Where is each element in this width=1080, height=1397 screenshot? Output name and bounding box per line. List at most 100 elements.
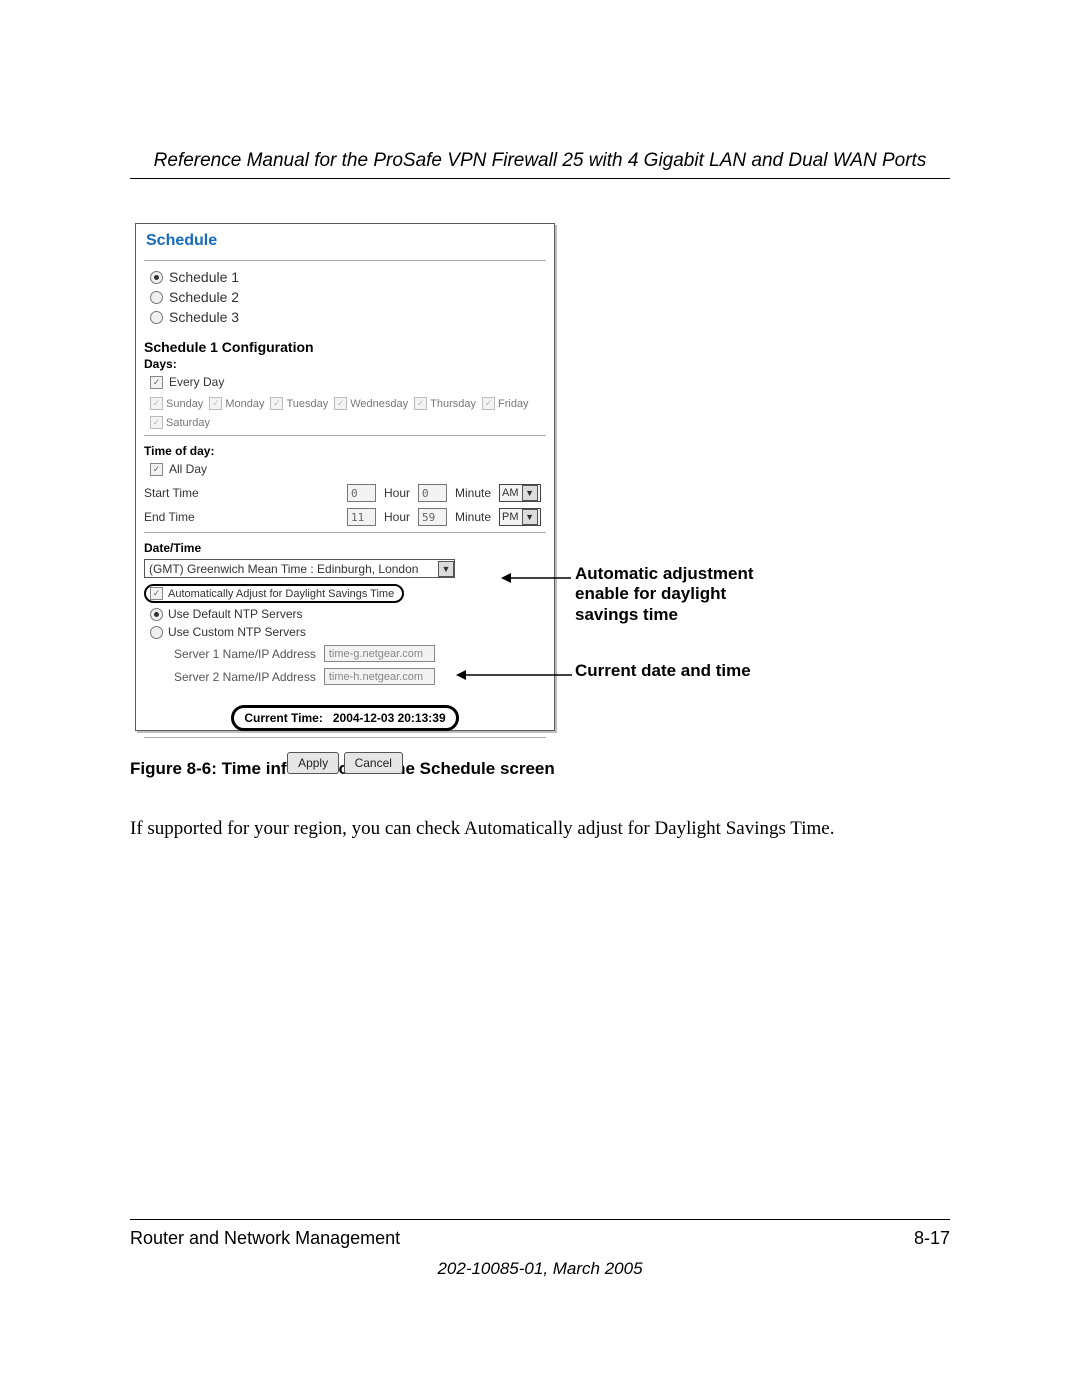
radio-schedule-1[interactable]: Schedule 1 xyxy=(144,269,546,285)
panel-divider xyxy=(144,435,546,436)
checkbox-all-day[interactable]: ✓ All Day xyxy=(144,462,546,476)
checkbox-icon: ✓ xyxy=(150,376,163,389)
radio-custom-ntp[interactable]: Use Custom NTP Servers xyxy=(144,625,546,639)
header-rule xyxy=(130,178,950,179)
footer-rule xyxy=(130,1219,950,1220)
checkbox-label: All Day xyxy=(169,462,207,476)
start-minute-input[interactable]: 0 xyxy=(418,484,447,502)
checkbox-icon: ✓ xyxy=(334,397,347,410)
server2-label: Server 2 Name/IP Address xyxy=(174,670,316,684)
panel-divider xyxy=(144,737,546,738)
chevron-down-icon: ▼ xyxy=(522,485,538,501)
radio-schedule-3[interactable]: Schedule 3 xyxy=(144,309,546,325)
panel-divider xyxy=(144,260,546,261)
checkbox-icon: ✓ xyxy=(270,397,283,410)
chevron-down-icon: ▼ xyxy=(438,561,454,577)
radio-label: Schedule 2 xyxy=(169,289,239,305)
select-value: (GMT) Greenwich Mean Time : Edinburgh, L… xyxy=(149,562,418,576)
radio-icon xyxy=(150,311,163,324)
checkbox-sunday[interactable]: ✓Sunday xyxy=(150,397,203,410)
footer-section-title: Router and Network Management xyxy=(130,1228,400,1249)
start-time-label: Start Time xyxy=(144,486,339,500)
radio-default-ntp[interactable]: Use Default NTP Servers xyxy=(144,607,546,621)
radio-label: Use Custom NTP Servers xyxy=(168,625,306,639)
radio-label: Use Default NTP Servers xyxy=(168,607,303,621)
day-label: Saturday xyxy=(166,417,210,429)
cancel-button[interactable]: Cancel xyxy=(344,752,403,774)
chevron-down-icon: ▼ xyxy=(522,509,538,525)
start-hour-input[interactable]: 0 xyxy=(347,484,376,502)
end-minute-input[interactable]: 59 xyxy=(418,508,447,526)
checkbox-wednesday[interactable]: ✓Wednesday xyxy=(334,397,408,410)
date-time-header: Date/Time xyxy=(144,541,546,555)
apply-button[interactable]: Apply xyxy=(287,752,339,774)
time-of-day-header: Time of day: xyxy=(144,444,546,458)
checkbox-thursday[interactable]: ✓Thursday xyxy=(414,397,476,410)
radio-label: Schedule 3 xyxy=(169,309,239,325)
end-ampm-select[interactable]: PM ▼ xyxy=(499,508,541,526)
config-header: Schedule 1 Configuration xyxy=(144,339,546,355)
radio-icon xyxy=(150,291,163,304)
day-label: Monday xyxy=(225,398,264,410)
page-header-title: Reference Manual for the ProSafe VPN Fir… xyxy=(130,150,950,172)
checkbox-icon: ✓ xyxy=(150,416,163,429)
days-of-week-row: ✓Sunday ✓Monday ✓Tuesday ✓Wednesday ✓Thu… xyxy=(144,397,546,429)
page-footer: Router and Network Management 8-17 202-1… xyxy=(130,1219,950,1279)
server1-row: Server 1 Name/IP Address time-g.netgear.… xyxy=(144,645,546,662)
end-hour-input[interactable]: 11 xyxy=(347,508,376,526)
dst-highlight-oval: ✓ Automatically Adjust for Daylight Savi… xyxy=(144,584,404,603)
start-time-row: Start Time 0 Hour 0 Minute AM ▼ xyxy=(144,484,546,502)
footer-page-number: 8-17 xyxy=(914,1228,950,1249)
callout-text: Automatic adjustmentenable for daylights… xyxy=(575,564,754,624)
server1-input[interactable]: time-g.netgear.com xyxy=(324,645,435,662)
end-time-label: End Time xyxy=(144,510,339,524)
day-label: Wednesday xyxy=(350,398,408,410)
radio-icon xyxy=(150,271,163,284)
current-time-value: 2004-12-03 20:13:39 xyxy=(333,711,446,725)
checkbox-icon[interactable]: ✓ xyxy=(150,587,163,600)
footer-docinfo: 202-10085-01, March 2005 xyxy=(130,1259,950,1279)
radio-icon xyxy=(150,626,163,639)
start-ampm-select[interactable]: AM ▼ xyxy=(499,484,541,502)
callout-arrow-icon xyxy=(456,668,574,682)
checkbox-icon: ✓ xyxy=(414,397,427,410)
day-label: Thursday xyxy=(430,398,476,410)
select-value: AM xyxy=(502,487,519,499)
panel-title: Schedule xyxy=(144,228,546,254)
callout-arrow-icon xyxy=(501,571,573,585)
current-time-wrap: Current Time: 2004-12-03 20:13:39 xyxy=(144,705,546,731)
hour-label: Hour xyxy=(384,510,410,524)
callout-current-time: Current date and time xyxy=(575,661,751,681)
button-row: Apply Cancel xyxy=(144,752,546,774)
checkbox-icon: ✓ xyxy=(150,397,163,410)
dst-label: Automatically Adjust for Daylight Saving… xyxy=(168,588,394,600)
checkbox-icon: ✓ xyxy=(209,397,222,410)
server2-input[interactable]: time-h.netgear.com xyxy=(324,668,435,685)
minute-label: Minute xyxy=(455,510,491,524)
figure-container: Schedule Schedule 1 Schedule 2 Schedule … xyxy=(130,223,950,743)
checkbox-icon: ✓ xyxy=(482,397,495,410)
document-page: Reference Manual for the ProSafe VPN Fir… xyxy=(0,0,1080,1397)
callout-text: Current date and time xyxy=(575,661,751,680)
checkbox-label: Every Day xyxy=(169,375,224,389)
schedule-panel: Schedule Schedule 1 Schedule 2 Schedule … xyxy=(135,223,555,731)
checkbox-tuesday[interactable]: ✓Tuesday xyxy=(270,397,328,410)
checkbox-friday[interactable]: ✓Friday xyxy=(482,397,529,410)
checkbox-monday[interactable]: ✓Monday xyxy=(209,397,264,410)
timezone-select[interactable]: (GMT) Greenwich Mean Time : Edinburgh, L… xyxy=(144,559,455,578)
checkbox-every-day[interactable]: ✓ Every Day xyxy=(144,375,546,389)
checkbox-saturday[interactable]: ✓Saturday xyxy=(150,416,210,429)
callout-auto-adjust: Automatic adjustmentenable for daylights… xyxy=(575,564,754,625)
minute-label: Minute xyxy=(455,486,491,500)
select-value: PM xyxy=(502,511,519,523)
radio-schedule-2[interactable]: Schedule 2 xyxy=(144,289,546,305)
day-label: Friday xyxy=(498,398,529,410)
radio-icon xyxy=(150,608,163,621)
radio-label: Schedule 1 xyxy=(169,269,239,285)
day-label: Tuesday xyxy=(286,398,328,410)
panel-divider xyxy=(144,532,546,533)
current-time-highlight-oval: Current Time: 2004-12-03 20:13:39 xyxy=(231,705,458,731)
current-time-label: Current Time: xyxy=(244,711,322,725)
footer-row: Router and Network Management 8-17 xyxy=(130,1228,950,1249)
body-paragraph: If supported for your region, you can ch… xyxy=(130,817,950,842)
